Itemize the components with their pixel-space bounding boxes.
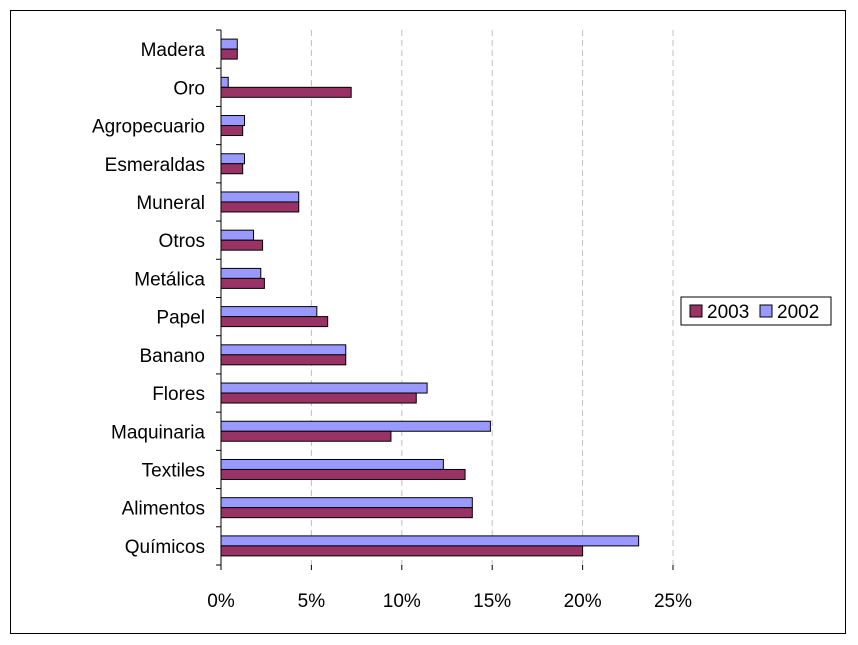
bar-2002 [220, 229, 255, 241]
x-tick-label: 15% [473, 591, 511, 612]
category-label: Textiles [142, 460, 205, 481]
bar-2003 [220, 507, 473, 519]
category-label: Papel [156, 308, 205, 329]
category-label: Muneral [136, 193, 205, 214]
bar-2002 [220, 76, 229, 88]
category-label: Alimentos [122, 499, 205, 520]
bar-2003 [220, 354, 347, 366]
bar-2002 [220, 497, 473, 509]
bar-2003 [220, 163, 244, 175]
x-tick-label: 10% [383, 591, 421, 612]
bar-2002 [220, 306, 318, 318]
bar-2002 [220, 153, 246, 165]
x-tick-label: 20% [564, 591, 602, 612]
bar-2002 [220, 267, 262, 279]
labels-layer: 0% 5% 10% 15% 20% 25% Madera Oro Agropecuario Esm… [92, 40, 692, 612]
legend-swatch-2003 [689, 304, 703, 318]
category-label: Oro [173, 78, 205, 99]
bar-2002 [220, 535, 640, 547]
axis-layer [216, 29, 674, 570]
bar-2003 [220, 277, 265, 289]
category-label: Agropecuario [92, 117, 205, 138]
category-label: Químicos [125, 537, 205, 558]
legend-label-2002: 2002 [777, 302, 819, 323]
category-label: Otros [159, 231, 205, 252]
bar-2002 [220, 191, 300, 203]
category-label: Metálica [134, 269, 205, 290]
bar-2002 [220, 115, 246, 127]
bar-2003 [220, 430, 392, 442]
category-label: Madera [141, 40, 206, 61]
bar-2003 [220, 201, 300, 213]
category-label: Esmeraldas [105, 155, 205, 176]
x-tick-label: 5% [298, 591, 326, 612]
legend-box [680, 296, 832, 326]
category-label: Flores [152, 384, 205, 405]
legend-swatch-2002 [759, 304, 773, 318]
legend-label-2003: 2003 [707, 302, 749, 323]
legend: 2003 2002 [680, 296, 832, 326]
bar-2003 [220, 125, 244, 137]
bar-2003 [220, 392, 417, 404]
x-tick-label: 25% [654, 591, 692, 612]
category-label: Maquinaria [111, 422, 205, 443]
bar-2003 [220, 239, 264, 251]
x-tick-label: 0% [207, 591, 235, 612]
bar-2003 [220, 86, 352, 98]
bar-2003 [220, 48, 238, 60]
bar-2002 [220, 420, 491, 432]
bars-layer [220, 38, 640, 557]
bar-2002 [220, 344, 347, 356]
bar-2003 [220, 468, 466, 480]
bar-2002 [220, 458, 444, 470]
category-label: Banano [139, 346, 205, 367]
bar-2002 [220, 382, 428, 394]
grid-layer [310, 30, 674, 565]
bar-2003 [220, 316, 329, 328]
bar-2002 [220, 38, 238, 50]
bar-2003 [220, 545, 584, 557]
